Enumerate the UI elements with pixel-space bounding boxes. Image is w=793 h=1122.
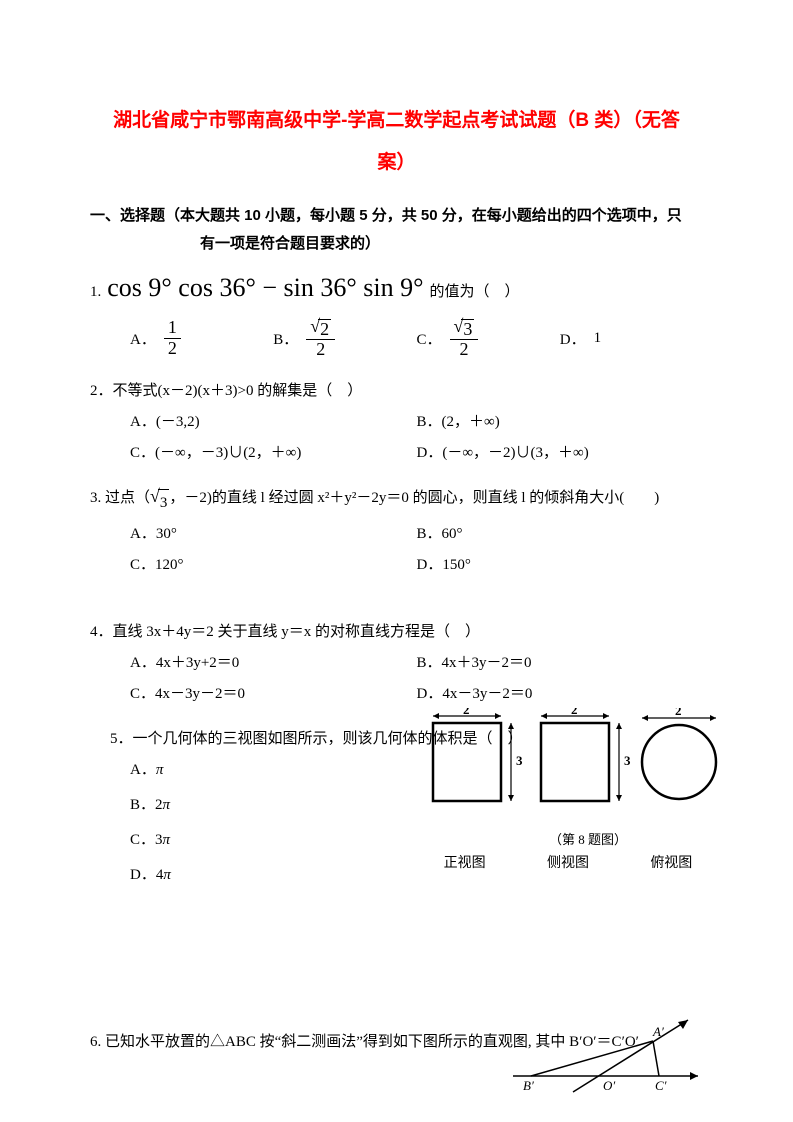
q1-opt-b: B． √2 2: [273, 317, 416, 361]
exam-title: 湖北省咸宁市鄂南高级中学-学高二数学起点考试试题（B 类）（无答 案）: [90, 100, 703, 184]
exam-page: 湖北省咸宁市鄂南高级中学-学高二数学起点考试试题（B 类）（无答 案） 一、选择…: [0, 0, 793, 1122]
question-3: 3. 过点（√3，－2)的直线 l 经过圆 x²＋y²－2y＝0 的圆心，则直线…: [90, 485, 703, 579]
q2-opt-c: C．(－∞，－3)∪(2，＋∞): [130, 440, 417, 467]
svg-text:2: 2: [675, 708, 682, 718]
top-view: 2: [642, 708, 716, 799]
three-view-diagram: 2 3 2 3: [413, 708, 723, 872]
sqrt: √3: [150, 487, 169, 517]
q1-opt-c: C． √3 2: [417, 317, 560, 361]
q6-diagram: A′ B′ O′ C′: [513, 1014, 703, 1094]
numerator: √3: [450, 317, 479, 341]
sqrt: √2: [310, 317, 331, 340]
question-1: 1. cos 9° cos 36° − sin 36° sin 9° 的值为（ …: [90, 273, 703, 303]
svg-text:3: 3: [516, 753, 523, 768]
q2-stem: 2．不等式(x－2)(x＋3)>0 的解集是（ ）: [90, 378, 703, 405]
view-captions: 正视图 侧视图 俯视图: [413, 852, 723, 872]
fraction: √3 2: [450, 317, 479, 361]
title-line-1: 湖北省咸宁市鄂南高级中学-学高二数学起点考试试题（B 类）（无答: [113, 110, 680, 131]
q3-stem-pre: 3. 过点（: [90, 490, 150, 506]
q4-opt-b: B．4x＋3y－2＝0: [417, 650, 704, 677]
figure-note: （第 8 题图）: [453, 829, 723, 848]
q1-tail: 的值为（ ）: [430, 280, 520, 301]
question-4: 4．直线 3x＋4y＝2 关于直线 y＝x 的对称直线方程是（ ） A．4x＋3…: [90, 619, 703, 708]
fraction: √2 2: [306, 317, 335, 361]
caption-top: 俯视图: [620, 852, 723, 872]
q1-options: A． 1 2 B． √2 2 C． √3 2 D． 1: [90, 317, 703, 361]
q4-opt-c: C．4x－3y－2＝0: [130, 681, 417, 708]
q3-stem: 3. 过点（√3，－2)的直线 l 经过圆 x²＋y²－2y＝0 的圆心，则直线…: [90, 485, 703, 517]
q2-opt-b: B．(2，＋∞): [417, 409, 704, 436]
label-b: B′: [523, 1078, 534, 1093]
section-heading: 一、选择题（本大题共 10 小题，每小题 5 分，共 50 分，在每小题给出的四…: [90, 202, 703, 259]
q3-opt-d: D．150°: [417, 552, 704, 579]
svg-text:2: 2: [463, 708, 470, 717]
q1-opt-d-text: 1: [594, 330, 602, 347]
q1-opt-b-label: B．: [273, 328, 298, 349]
q2-opts-row2: C．(－∞，－3)∪(2，＋∞) D．(－∞，－2)∪(3，＋∞): [90, 440, 703, 467]
q1-opt-d: D． 1: [560, 328, 703, 349]
q3-opt-c: C．120°: [130, 552, 417, 579]
label-c: C′: [655, 1078, 667, 1093]
q1-opt-c-label: C．: [417, 328, 442, 349]
pi-symbol: π: [163, 832, 171, 848]
denominator: 2: [455, 340, 472, 360]
q2-opt-d: D．(－∞，－2)∪(3，＋∞): [417, 440, 704, 467]
q1-number: 1.: [90, 284, 101, 301]
title-line-2: 案）: [377, 152, 415, 173]
denominator: 2: [164, 339, 181, 359]
numerator: 1: [164, 318, 181, 339]
side-view: 2 3: [541, 708, 631, 801]
numerator: √2: [306, 317, 335, 341]
q6-svg: A′ B′ O′ C′: [513, 1014, 703, 1094]
label-o: O′: [603, 1078, 615, 1093]
section-line-1: 一、选择题（本大题共 10 小题，每小题 5 分，共 50 分，在每小题给出的四…: [90, 207, 682, 224]
q4-opts-row1: A．4x＋3y+2＝0 B．4x＋3y－2＝0: [90, 650, 703, 677]
svg-text:2: 2: [571, 708, 578, 717]
q1-expression: cos 9° cos 36° − sin 36° sin 9°: [107, 273, 423, 303]
q3-opts-row2: C．120° D．150°: [90, 552, 703, 579]
q4-opts-row2: C．4x－3y－2＝0 D．4x－3y－2＝0: [90, 681, 703, 708]
section-line-2: 有一项是符合题目要求的）: [90, 230, 703, 259]
denominator: 2: [312, 340, 329, 360]
q1-opt-d-label: D．: [560, 328, 586, 349]
caption-side: 侧视图: [516, 852, 619, 872]
label-a: A′: [652, 1024, 664, 1039]
question-2: 2．不等式(x－2)(x＋3)>0 的解集是（ ） A．(－3,2) B．(2，…: [90, 378, 703, 467]
q4-opt-d: D．4x－3y－2＝0: [417, 681, 704, 708]
sqrt: √3: [454, 317, 475, 340]
views-svg: 2 3 2 3: [413, 708, 723, 818]
front-view: 2 3: [433, 708, 523, 801]
caption-front: 正视图: [413, 852, 516, 872]
q3-stem-post: ，－2)的直线 l 经过圆 x²＋y²－2y＝0 的圆心，则直线 l 的倾斜角大…: [169, 490, 659, 506]
q2-opt-a: A．(－3,2): [130, 409, 417, 436]
pi-symbol: π: [163, 797, 171, 813]
svg-text:3: 3: [624, 753, 631, 768]
pi-symbol: π: [156, 762, 164, 778]
q3-opt-b: B．60°: [417, 521, 704, 548]
q3-opts-row1: A．30° B．60°: [90, 521, 703, 548]
q1-opt-a: A． 1 2: [130, 318, 273, 359]
q1-opt-a-label: A．: [130, 328, 156, 349]
q4-opt-a: A．4x＋3y+2＝0: [130, 650, 417, 677]
fraction: 1 2: [164, 318, 181, 359]
q2-opts-row1: A．(－3,2) B．(2，＋∞): [90, 409, 703, 436]
q3-opt-a: A．30°: [130, 521, 417, 548]
pi-symbol: π: [163, 867, 171, 883]
q4-stem: 4．直线 3x＋4y＝2 关于直线 y＝x 的对称直线方程是（ ）: [90, 619, 703, 646]
